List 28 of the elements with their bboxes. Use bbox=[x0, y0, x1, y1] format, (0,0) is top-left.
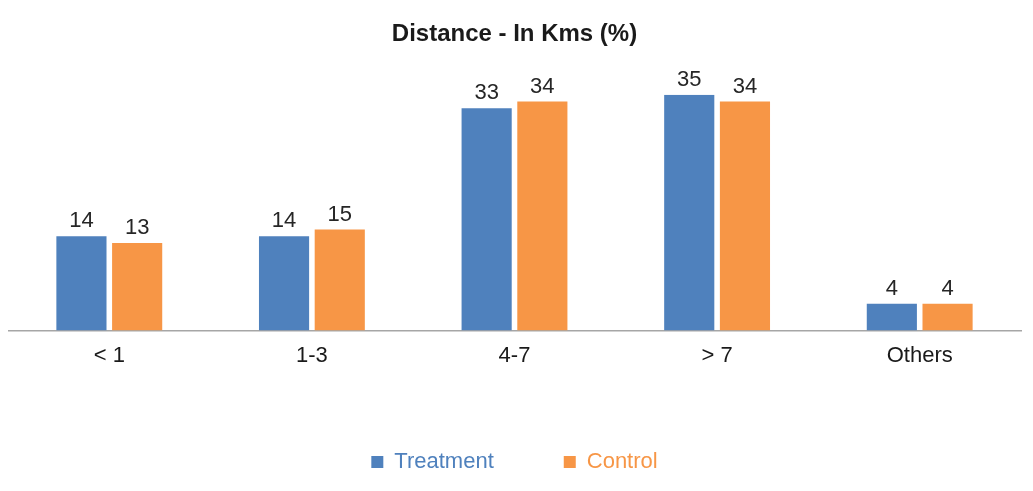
data-label: 14 bbox=[271, 207, 297, 233]
legend-label: Control bbox=[586, 448, 658, 474]
data-label: 4 bbox=[885, 274, 898, 300]
chart-title: Distance - In Kms (%) bbox=[391, 19, 638, 47]
data-label: 14 bbox=[69, 207, 94, 233]
x-tick-label: < 1 bbox=[93, 341, 125, 367]
bar bbox=[314, 229, 365, 331]
bar bbox=[719, 101, 771, 331]
bar bbox=[258, 236, 310, 331]
bar bbox=[922, 303, 973, 331]
bar bbox=[56, 236, 107, 331]
bar bbox=[461, 108, 512, 331]
data-label: 35 bbox=[677, 65, 702, 91]
bar bbox=[664, 94, 715, 331]
data-label: 13 bbox=[124, 214, 150, 240]
bar bbox=[112, 243, 163, 331]
bar bbox=[517, 101, 568, 331]
x-tick-label: > 7 bbox=[701, 341, 733, 367]
bar bbox=[866, 303, 917, 331]
x-tick-label: 4-7 bbox=[498, 341, 531, 367]
x-tick-label: Others bbox=[886, 341, 953, 367]
data-label: 34 bbox=[530, 72, 555, 98]
data-label: 4 bbox=[941, 274, 954, 300]
x-tick-label: 1-3 bbox=[296, 341, 328, 367]
legend-label: Treatment bbox=[394, 448, 494, 474]
data-label: 34 bbox=[732, 72, 758, 98]
data-label: 15 bbox=[327, 200, 352, 226]
data-label: 33 bbox=[474, 79, 499, 105]
